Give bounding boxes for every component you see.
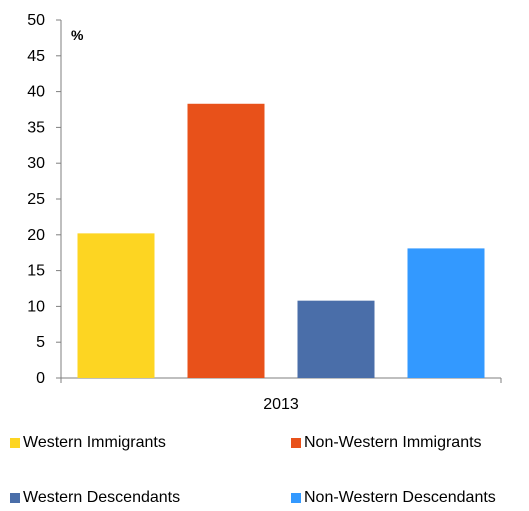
y-tick-label: 10 (27, 298, 45, 315)
y-tick-label: 45 (27, 48, 45, 65)
y-tick-label: 50 (27, 12, 45, 29)
bar-non-western-descendants (407, 248, 485, 378)
y-tick-label: 5 (36, 334, 45, 351)
y-tick-label: 0 (36, 370, 45, 387)
bar-non-western-immigrants (187, 103, 265, 378)
bar-western-immigrants (77, 233, 155, 378)
bar-western-descendants (297, 300, 375, 378)
y-tick-label: 40 (27, 84, 45, 101)
y-tick-label: 25 (27, 191, 45, 208)
y-tick-label: 15 (27, 263, 45, 280)
y-tick-label: 20 (27, 227, 45, 244)
y-tick-label: 30 (27, 155, 45, 172)
y-tick-label: 35 (27, 119, 45, 136)
y-axis-label: % (71, 27, 84, 43)
x-tick-label: 2013 (263, 396, 299, 413)
